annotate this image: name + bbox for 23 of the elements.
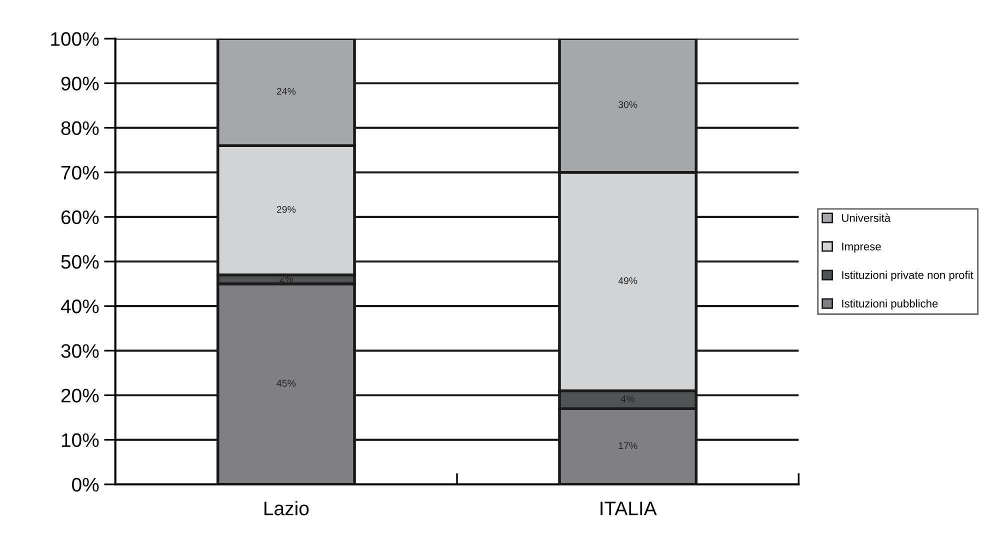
y-tick-label: 60% [61,210,99,224]
y-tick-label: 80% [61,121,99,136]
y-tick-label: 10% [62,433,99,448]
x-tick-label: ITALIA [600,502,657,516]
y-tick-label: 30% [61,344,99,358]
legend-label: Istituzioni private non profit [842,270,974,282]
data-label: 49% [618,277,638,284]
y-tick-label: 50% [61,254,99,269]
x-tick-label: Lazio [264,501,309,516]
data-label: 30% [618,101,638,108]
y-tick-label: 70% [61,166,99,180]
y-tick-label: 90% [61,76,99,90]
legend-label: Imprese [842,242,881,253]
y-tick-label: 40% [60,300,99,314]
y-tick-label: 100% [51,32,99,46]
data-label: 24% [276,88,296,95]
y-tick-label: 20% [61,388,99,402]
data-label: 45% [276,380,296,387]
legend-label: Istituzioni pubbliche [842,299,938,310]
data-label: 29% [276,206,296,213]
legend-label: Università [842,214,891,222]
data-label: 17% [618,442,638,450]
y-tick-label: 0% [72,478,99,492]
